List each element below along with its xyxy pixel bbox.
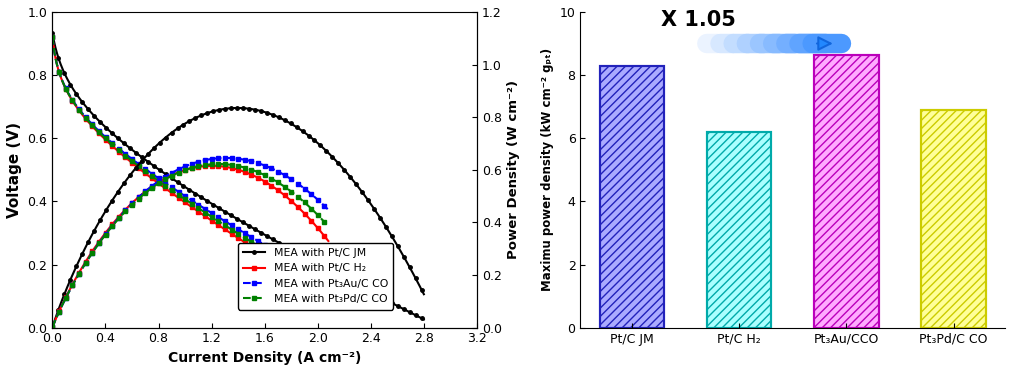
MEA with Pt/C JM	[224, 213, 237, 218]
Line: MEA with Pt₃Pd/C CO: MEA with Pt₃Pd/C CO	[50, 35, 331, 291]
MEA with Pt₃Au/C CO	[210, 214, 222, 218]
MEA with Pt₃Pd/C CO	[179, 197, 191, 202]
MEA with Pt₃Au/C CO	[179, 194, 191, 198]
MEA with Pt₃Au/C CO	[177, 193, 189, 197]
MEA with Pt₃Pd/C CO	[315, 282, 328, 286]
MEA with Pt₃Au/C CO	[272, 251, 284, 255]
MEA with Pt₃Pd/C CO	[177, 196, 189, 201]
MEA with Pt/C H₂	[210, 222, 222, 226]
MEA with Pt/C JM	[267, 238, 279, 242]
Bar	[707, 132, 770, 328]
MEA with Pt/C H₂	[321, 292, 334, 297]
Legend: MEA with Pt/C JM, MEA with Pt/C H₂, MEA with Pt₃Au/C CO, MEA with Pt₃Pd/C CO: MEA with Pt/C JM, MEA with Pt/C H₂, MEA …	[238, 243, 393, 310]
MEA with Pt/C H₂	[179, 200, 191, 205]
MEA with Pt/C JM	[222, 212, 235, 216]
Bar	[921, 110, 985, 328]
MEA with Pt₃Pd/C CO	[272, 256, 284, 261]
MEA with Pt/C H₂	[47, 35, 59, 39]
Y-axis label: Maximu power density (kW cm⁻² gₚₜ): Maximu power density (kW cm⁻² gₚₜ)	[541, 48, 554, 291]
MEA with Pt/C H₂	[272, 262, 284, 266]
Bar	[600, 65, 663, 328]
MEA with Pt/C H₂	[177, 199, 189, 203]
MEA with Pt₃Pd/C CO	[195, 208, 207, 212]
Line: MEA with Pt/C JM: MEA with Pt/C JM	[51, 32, 426, 321]
MEA with Pt/C H₂	[195, 212, 207, 216]
Bar	[707, 132, 770, 328]
MEA with Pt/C JM	[408, 312, 421, 317]
MEA with Pt₃Au/C CO	[315, 275, 328, 280]
MEA with Pt/C H₂	[315, 288, 328, 293]
MEA with Pt₃Pd/C CO	[210, 218, 222, 222]
Line: MEA with Pt/C H₂: MEA with Pt/C H₂	[50, 35, 331, 297]
Bar	[814, 55, 878, 328]
MEA with Pt/C JM	[351, 283, 363, 287]
MEA with Pt₃Pd/C CO	[321, 286, 334, 290]
MEA with Pt/C JM	[47, 31, 59, 35]
MEA with Pt/C JM	[418, 317, 430, 322]
Text: X 1.05: X 1.05	[660, 10, 735, 30]
Line: MEA with Pt₃Au/C CO: MEA with Pt₃Au/C CO	[50, 35, 331, 284]
Bar	[814, 55, 878, 328]
Bar	[600, 65, 663, 328]
X-axis label: Current Density (A cm⁻²): Current Density (A cm⁻²)	[168, 351, 361, 365]
MEA with Pt₃Au/C CO	[195, 205, 207, 209]
Y-axis label: Voltage (V): Voltage (V)	[7, 122, 22, 218]
MEA with Pt₃Pd/C CO	[47, 35, 59, 39]
MEA with Pt₃Au/C CO	[47, 35, 59, 39]
MEA with Pt/C JM	[247, 226, 259, 231]
MEA with Pt₃Au/C CO	[321, 279, 334, 284]
Y-axis label: Power Density (W cm⁻²): Power Density (W cm⁻²)	[507, 80, 520, 259]
Bar	[921, 110, 985, 328]
